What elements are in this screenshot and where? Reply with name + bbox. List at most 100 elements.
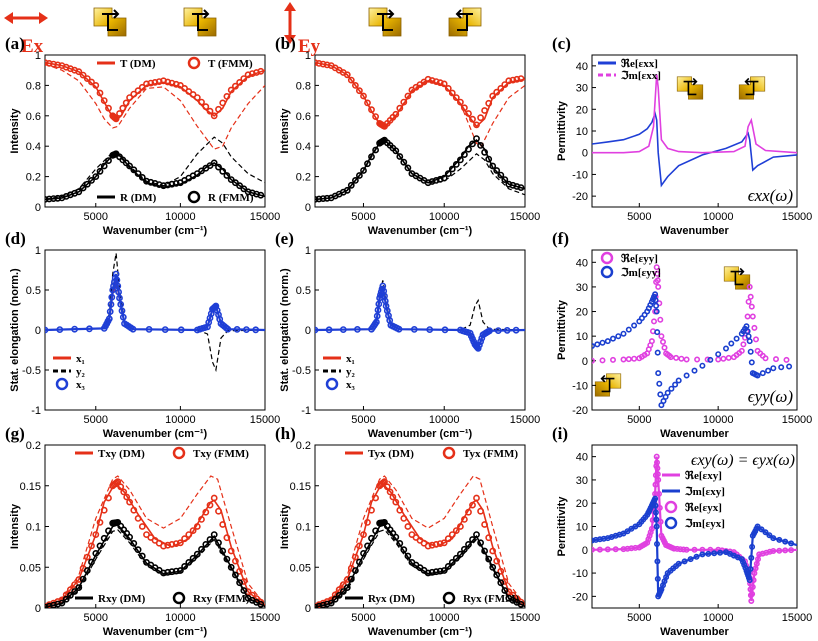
series-marker — [355, 542, 363, 550]
panel-label: (g) — [5, 424, 25, 443]
series-marker — [227, 563, 235, 571]
series-marker — [88, 78, 95, 86]
series-marker — [432, 568, 440, 576]
legend: ℜe[εxy] ℑm[εxy] ℜe[εyx] ℑm[εyx] — [662, 470, 725, 530]
series-marker — [657, 391, 664, 398]
series-marker — [448, 89, 456, 97]
series-marker — [236, 182, 243, 190]
x-axis-label: Wavenumber (cm⁻¹) — [103, 428, 208, 440]
series-marker — [746, 577, 753, 584]
y-tick-label: -1 — [301, 405, 311, 417]
series-marker — [683, 546, 690, 553]
series-marker — [381, 478, 388, 486]
series-marker — [117, 483, 125, 491]
z-shape-icon — [183, 7, 217, 37]
series-marker — [592, 343, 595, 349]
panel-label: (b) — [275, 34, 296, 53]
series-marker — [181, 535, 188, 543]
series-marker — [83, 180, 91, 188]
series-marker — [678, 355, 685, 362]
series-marker — [596, 546, 603, 553]
y-tick-label: 1 — [35, 50, 41, 62]
series-marker — [105, 157, 112, 164]
series-marker — [118, 307, 126, 315]
y-tick-label: 1 — [305, 245, 311, 257]
series-marker — [485, 555, 493, 563]
x-axis-label: Wavenumber — [660, 225, 729, 237]
series-marker — [122, 99, 130, 107]
series-marker — [776, 547, 783, 554]
series-marker — [236, 79, 243, 86]
series-marker — [493, 88, 501, 96]
series-marker — [456, 523, 464, 530]
series-marker — [396, 153, 404, 160]
x-tick-label: 10000 — [703, 211, 734, 223]
series-marker — [134, 515, 142, 522]
y-tick-label: 0.4 — [296, 141, 311, 153]
series-marker — [746, 338, 753, 345]
series-marker — [460, 151, 468, 158]
series-marker — [512, 326, 520, 334]
legend-label: Ryx (FMM) — [463, 593, 519, 605]
y-tick-label: -10 — [572, 568, 588, 580]
series-marker — [715, 356, 722, 363]
x-tick-label: 5000 — [627, 211, 651, 223]
y-tick-label: 0.15 — [290, 481, 311, 493]
series-marker — [448, 531, 456, 538]
x-tick-label: 5000 — [627, 612, 651, 624]
series-marker — [749, 590, 756, 597]
series-marker — [592, 357, 595, 364]
series-marker — [227, 176, 235, 183]
series-marker — [396, 506, 404, 514]
series-marker — [474, 344, 482, 352]
x-tick-label: 10000 — [429, 211, 460, 223]
z-shape-icon — [676, 76, 704, 100]
series-marker — [481, 521, 488, 528]
series-marker — [160, 542, 167, 550]
series-marker — [198, 98, 205, 106]
series-marker — [100, 162, 108, 170]
y-tick-label: 40 — [576, 257, 588, 269]
legend-label: y₂ — [76, 366, 86, 378]
series-marker — [202, 541, 210, 548]
plot-area — [592, 74, 797, 188]
series-marker — [161, 326, 169, 333]
series-marker — [503, 326, 511, 334]
series-marker — [189, 91, 197, 98]
series-marker — [117, 300, 125, 308]
series-marker — [680, 546, 687, 553]
series-marker — [485, 99, 493, 107]
x-tick-label: 5000 — [351, 414, 375, 426]
legend: ℜe[εyy] ℑm[εyy] — [600, 251, 661, 279]
series-marker — [776, 536, 783, 543]
y-axis-label: Permittivity — [556, 496, 568, 557]
series-marker — [113, 276, 121, 284]
series-marker — [375, 300, 383, 308]
panel-annotation: ϵxx(ω) — [748, 186, 794, 205]
series-marker — [469, 501, 476, 509]
y-axis-label: Intensity — [9, 108, 21, 154]
series-marker — [749, 313, 756, 320]
y-tick-label: 0.05 — [20, 562, 41, 574]
series-marker — [112, 270, 120, 278]
series-marker — [202, 508, 210, 516]
series-marker — [67, 592, 74, 599]
series-marker — [770, 365, 777, 372]
series-marker — [107, 300, 115, 308]
series-marker — [364, 160, 371, 168]
x-axis-label: Wavenumber (cm⁻¹) — [103, 626, 208, 638]
series-marker — [749, 543, 756, 550]
series-line — [315, 288, 525, 350]
series-marker — [625, 356, 632, 363]
series-marker — [711, 550, 718, 557]
series-marker — [652, 297, 659, 304]
series-marker — [206, 107, 214, 115]
series-marker — [481, 148, 488, 156]
plot-area — [592, 453, 797, 604]
legend-marker — [55, 377, 69, 391]
series-line — [315, 62, 525, 148]
y-tick-label: 30 — [576, 475, 588, 487]
series-marker — [83, 75, 91, 82]
